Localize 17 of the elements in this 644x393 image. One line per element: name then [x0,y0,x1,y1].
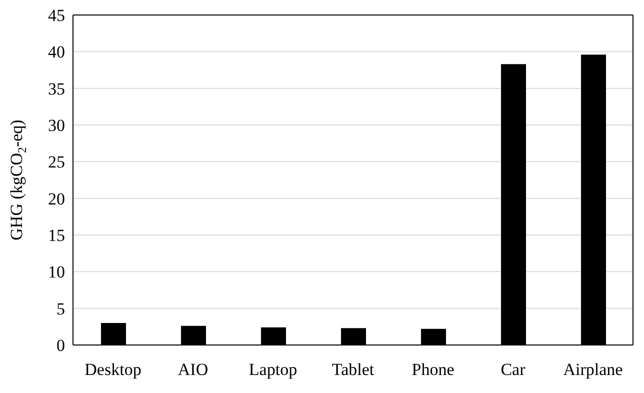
x-tick-label: Airplane [563,360,623,380]
y-tick-label: 20 [48,189,65,208]
x-tick-label: Tablet [332,360,374,380]
x-tick-label: Car [500,360,526,380]
y-tick-label: 15 [48,226,65,246]
y-tick-label: 10 [48,262,65,282]
y-tick-label: 25 [48,152,65,172]
y-tick-label: 5 [56,299,65,318]
x-tick-label: Desktop [84,360,142,380]
x-tick-label: Phone [412,360,454,380]
x-tick-label: AIO [178,360,208,380]
y-tick-label: 35 [48,79,65,98]
y-tick-label: 0 [56,336,65,356]
y-tick-label: 45 [48,6,65,26]
y-tick-label: 40 [48,42,65,62]
y-tick-label: 30 [48,116,65,136]
x-tick-label: Laptop [248,360,298,380]
